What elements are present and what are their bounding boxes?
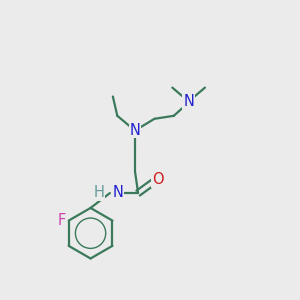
Text: H: H — [94, 185, 104, 200]
Text: N: N — [113, 185, 124, 200]
Text: F: F — [58, 213, 66, 228]
Text: O: O — [152, 172, 164, 187]
Text: N: N — [183, 94, 194, 110]
Text: N: N — [130, 123, 141, 138]
